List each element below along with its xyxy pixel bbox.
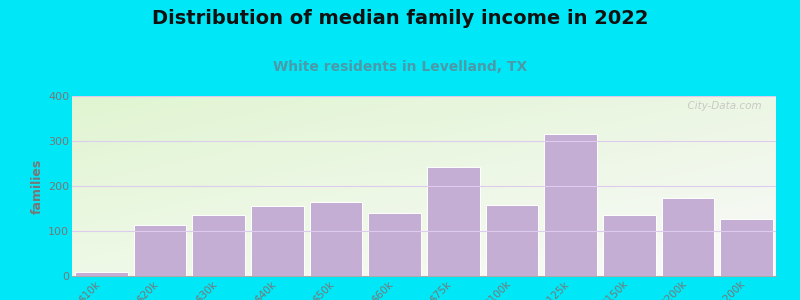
- Text: Distribution of median family income in 2022: Distribution of median family income in …: [152, 9, 648, 28]
- Bar: [368, 213, 421, 276]
- Bar: [251, 206, 304, 276]
- Bar: [75, 272, 128, 276]
- Bar: [603, 215, 656, 276]
- Bar: [310, 202, 362, 276]
- Bar: [544, 134, 597, 276]
- Bar: [427, 167, 480, 276]
- Bar: [720, 219, 773, 276]
- Bar: [662, 198, 714, 276]
- Bar: [192, 215, 245, 276]
- Text: White residents in Levelland, TX: White residents in Levelland, TX: [273, 60, 527, 74]
- Y-axis label: families: families: [31, 158, 44, 214]
- Bar: [134, 225, 186, 276]
- Bar: [486, 205, 538, 276]
- Text: City-Data.com: City-Data.com: [682, 101, 762, 111]
